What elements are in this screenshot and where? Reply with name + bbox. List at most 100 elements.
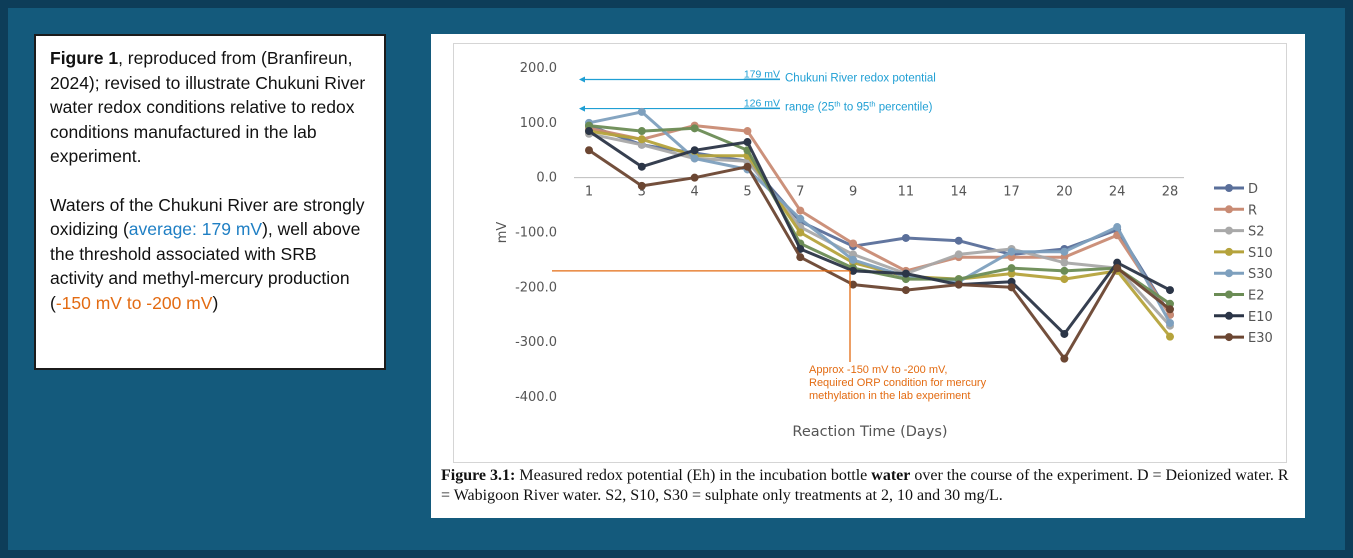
data-point-d — [954, 236, 963, 245]
data-point-s10 — [1007, 269, 1016, 278]
chukuni-label-segment: th — [869, 100, 875, 109]
data-point-r — [849, 239, 858, 248]
legend-swatch-marker — [1225, 184, 1233, 192]
chukuni-label-line-2: range (25th to 95th percentile) — [785, 100, 933, 114]
series-line-s30 — [588, 110, 1172, 324]
x-tick-label: 28 — [1162, 185, 1179, 200]
x-tick-label: 14 — [950, 185, 967, 200]
orp-label-line: Required ORP condition for mercury — [809, 377, 987, 389]
data-point-s30 — [690, 154, 699, 163]
legend-swatch-marker — [1225, 333, 1233, 342]
data-point-s10 — [637, 135, 646, 144]
x-tick-label: 7 — [796, 185, 804, 200]
y-tick-label: 200.0 — [520, 61, 557, 76]
data-point-s30 — [637, 107, 646, 116]
data-point-e2 — [637, 127, 646, 136]
data-point-r — [1007, 253, 1016, 262]
legend-label-e30: E30 — [1248, 331, 1273, 346]
chukuni-label-segment: percentile) — [876, 102, 933, 114]
series-line-e30 — [588, 149, 1171, 361]
data-point-e10 — [1166, 286, 1174, 295]
legend-label-s2: S2 — [1248, 225, 1265, 240]
orp-label-line: Approx -150 mV to -200 mV, — [809, 364, 947, 376]
chukuni-label-segment: range (25 — [785, 102, 834, 114]
data-point-e30 — [1113, 264, 1122, 273]
data-point-e10 — [690, 146, 699, 155]
x-tick-label: 20 — [1056, 185, 1073, 200]
data-point-s30 — [1060, 247, 1069, 256]
legend-swatch-marker — [1225, 247, 1233, 256]
legend-label-e2: E2 — [1248, 289, 1265, 304]
note-figure-text: , reproduced from (Branfireun, 2024); re… — [50, 48, 366, 166]
data-point-e2 — [1007, 264, 1016, 273]
caption-label: Figure 3.1: — [441, 467, 516, 484]
y-tick-label: -100.0 — [515, 226, 557, 241]
series-line-s10 — [588, 129, 1172, 338]
chukuni-label-segment: th — [834, 100, 840, 109]
caption-text-1: Measured redox potential (Eh) in the inc… — [515, 467, 872, 484]
data-point-s2 — [954, 250, 963, 259]
legend-label-s30: S30 — [1248, 267, 1273, 282]
data-point-s30 — [1007, 247, 1016, 256]
data-point-e2 — [901, 275, 910, 284]
data-point-e10 — [585, 127, 593, 136]
x-tick-label: 17 — [1003, 185, 1020, 200]
figure-note-box: Figure 1, reproduced from (Branfireun, 2… — [34, 34, 386, 370]
y-tick-label: 0.0 — [536, 171, 557, 186]
x-tick-label: 9 — [849, 185, 857, 200]
data-point-e30 — [1007, 283, 1016, 292]
note-threshold-range: -150 mV to -200 mV — [55, 292, 213, 313]
note-figure-label: Figure 1 — [50, 48, 119, 68]
data-point-d — [901, 233, 910, 242]
note-text-b: ), well above the threshold associated w… — [50, 219, 361, 313]
data-point-e2 — [1060, 266, 1069, 275]
data-point-e10 — [1007, 277, 1016, 286]
x-tick-label: 24 — [1109, 185, 1126, 200]
legend-swatch-marker — [1225, 226, 1233, 235]
x-axis-title: Reaction Time (Days) — [792, 424, 947, 440]
x-tick-label: 5 — [743, 185, 751, 200]
data-point-e30 — [796, 253, 805, 262]
legend-swatch-marker — [1225, 311, 1233, 320]
data-point-e30 — [901, 286, 910, 295]
note-average-value: average: 179 mV — [128, 219, 263, 239]
data-point-e30 — [637, 181, 646, 190]
chukuni-low-value-label: 126 mV — [744, 98, 780, 110]
data-point-e2 — [954, 275, 963, 284]
data-point-e10 — [743, 138, 752, 147]
data-point-s2 — [637, 140, 646, 149]
data-point-e30 — [849, 280, 858, 289]
y-tick-label: -400.0 — [515, 390, 557, 405]
data-point-e10 — [1060, 329, 1069, 338]
legend-label-r: R — [1248, 203, 1257, 218]
data-point-e30 — [743, 162, 752, 171]
data-point-e10 — [901, 269, 910, 278]
chukuni-label-segment: to 95 — [841, 102, 870, 114]
data-point-e30 — [1166, 305, 1174, 314]
legend-label-e10: E10 — [1248, 310, 1273, 325]
data-point-s30 — [1166, 318, 1174, 327]
legend-swatch-marker — [1225, 205, 1233, 214]
data-point-s10 — [1060, 275, 1069, 284]
data-point-r — [796, 206, 805, 215]
data-point-s30 — [796, 214, 805, 223]
x-tick-label: 11 — [898, 185, 915, 200]
data-point-e30 — [1060, 354, 1069, 363]
data-point-e30 — [585, 146, 593, 155]
legend-label-d: D — [1248, 182, 1258, 197]
orp-label-line: methylation in the lab experiment — [809, 390, 970, 402]
data-point-s10 — [796, 228, 805, 237]
note-paragraph-2: Waters of the Chukuni River are strongly… — [50, 193, 372, 316]
chukuni-label-line-1: Chukuni River redox potential — [785, 73, 936, 85]
data-point-e2 — [1166, 299, 1174, 308]
chart-container: 200.0 100.0 0.0 -100.0 -200.0 -300.0 -400.0 1 3 4… — [453, 43, 1287, 463]
data-point-r — [743, 127, 752, 136]
data-point-s10 — [1166, 332, 1174, 341]
y-tick-label: -300.0 — [515, 335, 557, 350]
data-point-e2 — [585, 121, 593, 130]
chukuni-high-arrow-head — [579, 76, 585, 83]
data-point-e2 — [690, 124, 699, 133]
note-text-c: ) — [212, 292, 219, 313]
note-text-a: Waters of the Chukuni River are strongly… — [50, 194, 365, 240]
note-paragraph-1: Figure 1, reproduced from (Branfireun, 2… — [50, 46, 372, 169]
